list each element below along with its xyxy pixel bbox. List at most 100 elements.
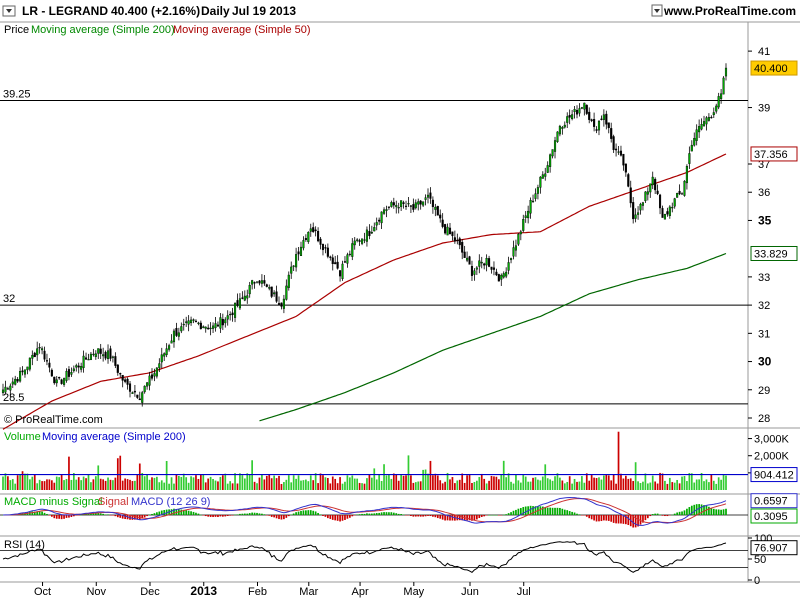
candle xyxy=(6,388,9,390)
volume-bar xyxy=(419,481,422,490)
candle xyxy=(80,366,83,370)
macd-hist-bar xyxy=(429,515,432,517)
macd-hist-bar xyxy=(712,508,715,515)
candle xyxy=(304,238,307,241)
macd-hist-bar xyxy=(229,515,232,516)
macd-hist-bar xyxy=(607,515,610,521)
candle xyxy=(41,348,44,351)
volume-bar xyxy=(414,482,417,490)
candle xyxy=(400,200,403,207)
volume-bar xyxy=(72,472,75,490)
candle xyxy=(627,174,630,187)
volume-bar xyxy=(383,464,385,490)
candle xyxy=(368,230,371,237)
candle xyxy=(238,298,241,309)
candle xyxy=(619,150,623,156)
candle xyxy=(558,125,561,135)
candle xyxy=(172,330,176,343)
volume-bar xyxy=(151,477,153,490)
last-ma200-tag-text: 33.829 xyxy=(754,248,788,260)
candle xyxy=(429,192,432,199)
volume-bar xyxy=(90,482,92,490)
volume-bar xyxy=(463,482,466,490)
candle xyxy=(36,348,39,356)
instrument-title: LR - LEGRAND xyxy=(22,4,108,18)
volume-bar xyxy=(476,480,478,490)
candle xyxy=(9,385,12,391)
candle xyxy=(275,291,278,302)
candle xyxy=(517,233,520,245)
volume-bar xyxy=(329,483,332,490)
volume-bar xyxy=(573,478,576,490)
volume-bar xyxy=(588,480,591,490)
candle xyxy=(224,319,227,324)
macd-hist-bar xyxy=(70,515,73,518)
candle xyxy=(573,109,576,113)
volume-bar xyxy=(9,480,12,490)
volume-bar xyxy=(50,480,53,490)
candle xyxy=(219,317,222,329)
volume-bar xyxy=(500,474,503,490)
volume-last-tag-text: 904.412 xyxy=(754,470,794,482)
legend-volume: Volume xyxy=(4,431,41,443)
volume-bar xyxy=(642,481,644,490)
macd-hist-bar xyxy=(199,514,202,516)
macd-hist-bar xyxy=(368,513,371,515)
candle xyxy=(395,205,398,208)
macd-hist-bar xyxy=(275,515,278,519)
macd-hist-bar xyxy=(344,515,346,520)
macd-hist-bar xyxy=(703,505,705,515)
last-price-tag-box xyxy=(750,60,798,76)
candle xyxy=(75,365,78,368)
candle xyxy=(116,364,119,373)
volume-bar xyxy=(436,475,439,490)
volume-bar xyxy=(212,479,214,490)
macd-hist-bar xyxy=(160,510,163,515)
volume-bar xyxy=(429,460,432,490)
volume-bar xyxy=(175,474,178,490)
price-axis-label: 36 xyxy=(758,187,770,199)
macd-hist-bar xyxy=(686,508,688,515)
volume-bar xyxy=(549,479,551,490)
volume-bar xyxy=(94,476,97,490)
macd-hist-bar xyxy=(253,512,256,515)
candle xyxy=(658,194,662,209)
volume-bar xyxy=(287,475,290,490)
menu-icon[interactable] xyxy=(2,5,16,17)
candle xyxy=(50,369,53,377)
volume-bar xyxy=(497,479,500,490)
candle xyxy=(82,355,85,368)
volume-bar xyxy=(397,480,400,490)
volume-bar xyxy=(24,473,26,490)
x-axis-label: Jun xyxy=(461,586,479,598)
candle xyxy=(89,353,92,361)
macd-hist-bar xyxy=(517,508,520,515)
volume-bar xyxy=(664,480,666,490)
macd-hist-bar xyxy=(297,511,300,515)
candle xyxy=(299,246,303,257)
volume-bar xyxy=(576,481,578,490)
macd-hist-bar xyxy=(708,506,710,515)
macd-hist-bar xyxy=(671,514,674,516)
macd-hist-bar xyxy=(620,515,622,524)
rsi-axis-label: 50 xyxy=(754,554,766,566)
volume-bar xyxy=(708,482,710,490)
volume-bar xyxy=(556,473,559,490)
macd-hist-bar xyxy=(668,515,671,516)
candle xyxy=(28,357,31,370)
candle xyxy=(578,108,581,114)
candle xyxy=(233,302,237,318)
volume-bar xyxy=(19,475,21,490)
macd-hist-bar xyxy=(104,514,107,515)
settings-icon[interactable] xyxy=(651,4,663,17)
x-axis-label: Feb xyxy=(248,586,267,598)
volume-bar xyxy=(524,476,527,490)
candle xyxy=(668,206,671,217)
macd-hist-bar xyxy=(80,514,83,516)
candle xyxy=(309,228,312,232)
volume-bar xyxy=(239,473,241,490)
volume-axis-label: 2,000K xyxy=(754,451,790,463)
volume-bar xyxy=(285,479,288,490)
macd-hist-bar xyxy=(495,514,498,516)
